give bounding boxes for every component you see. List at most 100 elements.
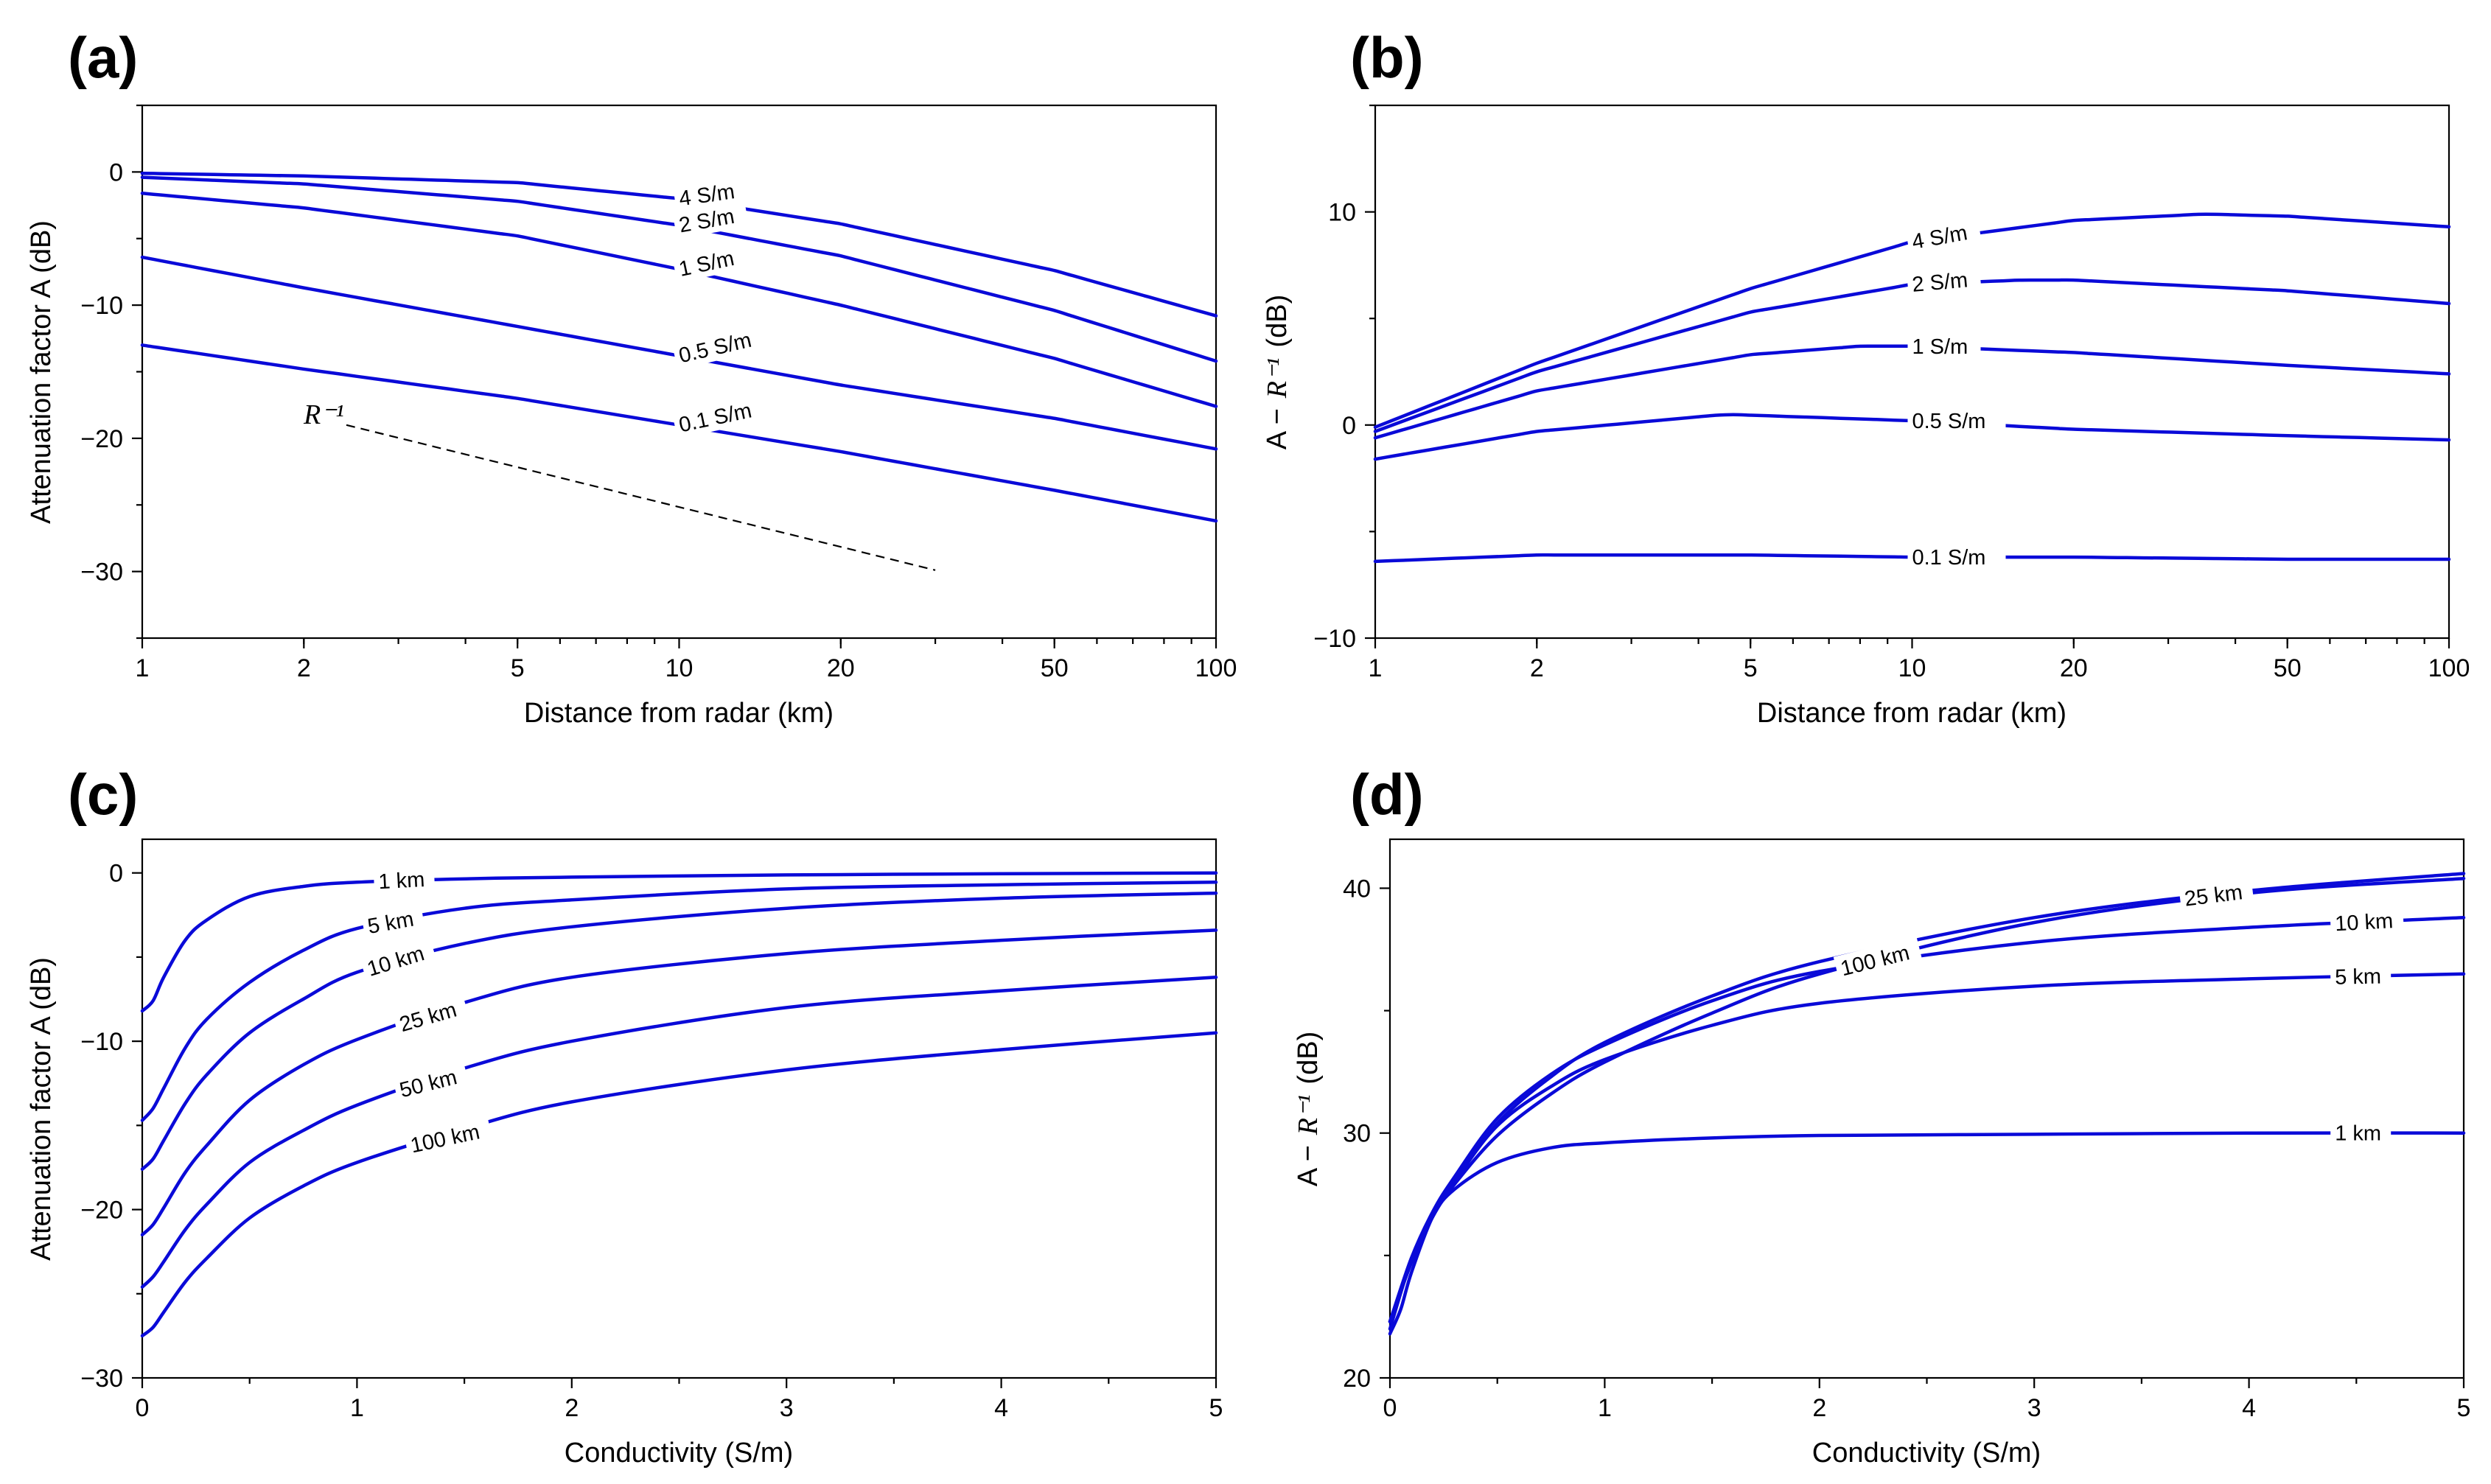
panel-c-letter: (c) bbox=[68, 762, 138, 827]
y-tick-label: −20 bbox=[80, 1197, 123, 1225]
y-tick-label: 10 bbox=[1328, 199, 1356, 227]
curve-label-text: 5 km bbox=[2335, 965, 2381, 990]
panel-a-reference: R⁻¹ bbox=[303, 399, 936, 571]
x-tick-label: 1 bbox=[1598, 1394, 1612, 1422]
curve-label-background bbox=[2179, 877, 2254, 913]
curve-1-km bbox=[1388, 1131, 2466, 1336]
y-tick-label: −10 bbox=[80, 1028, 123, 1056]
panel-a-xlabel: Distance from radar (km) bbox=[524, 698, 834, 729]
curve-label-background bbox=[671, 242, 750, 284]
curve-label: 50 km bbox=[392, 1060, 470, 1105]
panel-c-ylabel: Attenuation factor A (dB) bbox=[26, 957, 57, 1261]
curve-label-background bbox=[2330, 962, 2392, 990]
panel-a: (a) 1 2 5 10 20 50 100 0 −10 −20 −30 4 S/m2 S/m1 S… bbox=[26, 25, 1237, 729]
x-tick-label: 100 bbox=[1195, 654, 1237, 682]
x-tick-label: 0 bbox=[1383, 1394, 1397, 1422]
curve-label-background bbox=[2330, 1119, 2392, 1147]
panel-b-ylabel: A − R⁻¹ (dB) bbox=[1262, 295, 1293, 449]
curve-label-text: 10 km bbox=[2334, 909, 2394, 936]
x-tick-label: 50 bbox=[2274, 654, 2302, 682]
curve-10-km bbox=[1388, 916, 2466, 1323]
curve-label: 25 km bbox=[2179, 877, 2254, 913]
x-tick-label: 2 bbox=[1812, 1394, 1826, 1422]
y-tick-label: 30 bbox=[1343, 1120, 1371, 1148]
x-tick-label: 5 bbox=[2457, 1394, 2471, 1422]
y-tick-label: 0 bbox=[109, 860, 123, 888]
curve-label-background bbox=[2330, 906, 2405, 937]
curve-label: 0.5 S/m bbox=[1907, 407, 2006, 434]
x-tick-label: 5 bbox=[1744, 654, 1758, 682]
curve-label: 10 km bbox=[359, 937, 438, 984]
panel-a-letter: (a) bbox=[68, 25, 138, 90]
curve-label-background bbox=[671, 321, 774, 370]
reference-dashed-line bbox=[346, 424, 936, 571]
y-tick-label: −10 bbox=[1313, 625, 1356, 653]
curve-25-km bbox=[1388, 872, 2466, 1323]
y-tick-label: 0 bbox=[109, 158, 123, 186]
curve-label: 4 S/m bbox=[1905, 217, 1982, 256]
curve-label-background bbox=[1906, 265, 1982, 298]
curve-label-text: 1 km bbox=[2335, 1122, 2381, 1146]
curve-label-background bbox=[1907, 544, 2006, 571]
y-tick-label: −20 bbox=[80, 425, 123, 453]
curve-label: 100 km bbox=[403, 1116, 493, 1160]
curve-100-km bbox=[1388, 876, 2466, 1331]
curve-label-background bbox=[1905, 217, 1982, 256]
curve-label: 5 km bbox=[360, 903, 425, 941]
curve-label-background bbox=[360, 903, 425, 941]
x-tick-label: 3 bbox=[2027, 1394, 2041, 1422]
panel-b-ylabel-suffix: (dB) bbox=[1262, 295, 1293, 348]
curve-label-text: 0.1 S/m bbox=[1912, 546, 1986, 570]
panel-d-ylabel-italic: R⁻¹ bbox=[1293, 1095, 1324, 1136]
y-tick-label: 20 bbox=[1343, 1365, 1371, 1393]
panel-d-letter: (d) bbox=[1350, 762, 1424, 827]
y-tick-label: 40 bbox=[1343, 875, 1371, 903]
x-tick-label: 2 bbox=[297, 654, 311, 682]
panel-a-ylabel: Attenuation factor A (dB) bbox=[26, 220, 57, 524]
curve-label-background bbox=[1833, 936, 1923, 983]
panel-b-ylabel-italic: R⁻¹ bbox=[1262, 358, 1293, 399]
curve-100-km bbox=[140, 1031, 1218, 1338]
x-tick-label: 5 bbox=[511, 654, 525, 682]
curve-label: 0.1 S/m bbox=[1907, 544, 2006, 571]
curve-label-background bbox=[671, 392, 774, 439]
x-tick-label: 100 bbox=[2428, 654, 2470, 682]
curve-label: 1 km bbox=[373, 865, 436, 895]
curve-label-background bbox=[392, 1060, 470, 1105]
panel-d-xlabel: Conductivity (S/m) bbox=[1812, 1438, 2041, 1469]
x-tick-label: 4 bbox=[994, 1394, 1008, 1422]
panel-b-curves bbox=[1373, 212, 2451, 564]
y-tick-label: −10 bbox=[80, 292, 123, 320]
x-tick-label: 4 bbox=[2242, 1394, 2256, 1422]
x-tick-label: 20 bbox=[2060, 654, 2088, 682]
panel-b-xlabel: Distance from radar (km) bbox=[1757, 698, 2066, 729]
x-tick-label: 0 bbox=[136, 1394, 150, 1422]
y-tick-label: −30 bbox=[80, 559, 123, 587]
x-tick-label: 1 bbox=[1369, 654, 1383, 682]
curve-label-background bbox=[1907, 407, 2006, 434]
panel-c-xlabel: Conductivity (S/m) bbox=[565, 1438, 793, 1469]
x-tick-label: 50 bbox=[1041, 654, 1069, 682]
panel-c-frame bbox=[141, 838, 1217, 1379]
curve-label-background bbox=[359, 937, 438, 984]
curve-label: 10 km bbox=[2330, 906, 2405, 937]
x-tick-label: 2 bbox=[1530, 654, 1544, 682]
panel-d-ylabel: A − R⁻¹ (dB) bbox=[1293, 1032, 1324, 1186]
x-tick-label: 10 bbox=[665, 654, 694, 682]
panel-a-ticks: 1 2 5 10 20 50 100 0 −10 −20 −30 bbox=[80, 104, 1237, 682]
x-tick-label: 3 bbox=[780, 1394, 794, 1422]
curve-label-background bbox=[403, 1116, 493, 1160]
panel-c-ticks: 0 1 2 3 4 5 0 −10 −20 −30 bbox=[80, 860, 1223, 1422]
panel-d: (d) 0 1 2 3 4 5 40 30 20 25 km 10 km 5 km 1 km 100 k… bbox=[1293, 762, 2470, 1469]
x-tick-label: 2 bbox=[565, 1394, 579, 1422]
x-tick-label: 10 bbox=[1898, 654, 1926, 682]
curve-label: 5 km bbox=[2330, 962, 2392, 990]
curve-label-text: 2 S/m bbox=[1911, 268, 1968, 296]
panel-d-curves bbox=[1388, 872, 2466, 1336]
x-tick-label: 1 bbox=[350, 1394, 364, 1422]
